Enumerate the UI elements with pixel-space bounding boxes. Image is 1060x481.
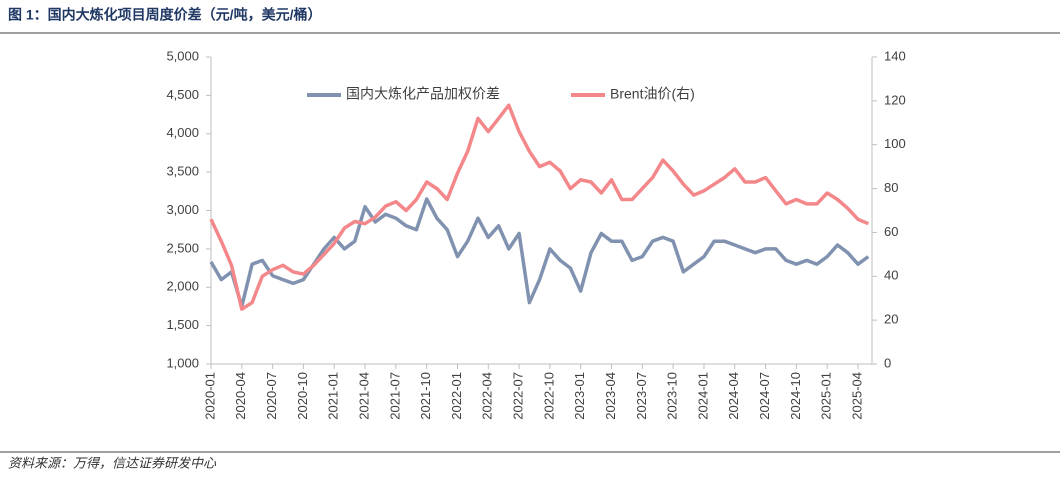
x-tick-label: 2023-01 [572, 372, 587, 420]
y-tick-label: 1,500 [166, 317, 199, 332]
legend-label: 国内大炼化产品加权价差 [346, 86, 500, 102]
source-note: 资料来源：万得，信达证券研发中心 [8, 455, 217, 470]
x-tick-label: 2023-07 [634, 372, 649, 420]
y2-tick-label: 60 [884, 224, 898, 239]
x-tick-label: 2024-04 [726, 372, 741, 420]
legend-label: Brent油价(右) [610, 86, 695, 102]
x-tick-label: 2024-01 [695, 372, 710, 420]
y-tick-label: 2,500 [166, 240, 199, 255]
x-tick-label: 2022-10 [541, 372, 556, 420]
y2-tick-label: 0 [884, 355, 891, 370]
y-tick-label: 2,000 [166, 279, 199, 294]
y2-tick-label: 140 [884, 48, 906, 63]
y-tick-label: 1,000 [166, 355, 199, 370]
y-tick-label: 4,000 [166, 125, 199, 140]
y2-tick-label: 80 [884, 180, 898, 195]
x-tick-label: 2022-07 [511, 372, 526, 420]
y-tick-label: 3,500 [166, 164, 199, 179]
x-tick-label: 2020-04 [233, 372, 248, 420]
y2-tick-label: 40 [884, 268, 898, 283]
x-tick-label: 2021-01 [326, 372, 341, 420]
x-tick-label: 2020-10 [295, 372, 310, 420]
y2-tick-label: 120 [884, 92, 906, 107]
x-tick-label: 2021-10 [418, 372, 433, 420]
x-tick-label: 2020-07 [264, 372, 279, 420]
series-line [209, 197, 870, 309]
x-tick-label: 2021-04 [356, 372, 371, 420]
x-tick-label: 2020-01 [202, 372, 217, 420]
x-tick-label: 2024-10 [788, 372, 803, 420]
y-tick-label: 5,000 [166, 48, 199, 63]
x-tick-label: 2021-07 [387, 372, 402, 420]
x-tick-label: 2024-07 [757, 372, 772, 420]
x-tick-label: 2023-04 [603, 372, 618, 420]
y2-tick-label: 100 [884, 136, 906, 151]
x-tick-label: 2023-10 [665, 372, 680, 420]
x-tick-label: 2025-01 [819, 372, 834, 420]
y2-tick-label: 20 [884, 312, 898, 327]
figure-title: 图 1：国内大炼化项目周度价差（元/吨，美元/桶） [8, 7, 321, 23]
x-tick-label: 2022-01 [449, 372, 464, 420]
x-tick-label: 2022-04 [480, 372, 495, 420]
y-tick-label: 3,000 [166, 202, 199, 217]
x-tick-label: 2025-04 [849, 372, 864, 420]
series-line [209, 103, 869, 311]
y-tick-label: 4,500 [166, 87, 199, 102]
